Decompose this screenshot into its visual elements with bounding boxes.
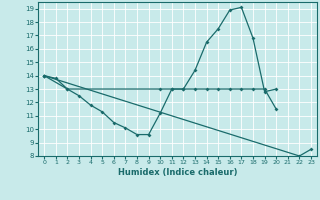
X-axis label: Humidex (Indice chaleur): Humidex (Indice chaleur) bbox=[118, 168, 237, 177]
